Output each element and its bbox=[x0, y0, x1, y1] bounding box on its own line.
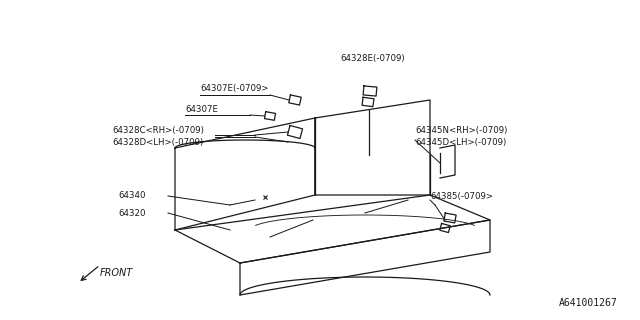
Text: 64307E: 64307E bbox=[185, 106, 218, 115]
Text: 64345D<LH>(-0709): 64345D<LH>(-0709) bbox=[415, 139, 506, 148]
Text: 64328D<LH>(-0709): 64328D<LH>(-0709) bbox=[112, 139, 204, 148]
Text: 64385(-0709>: 64385(-0709> bbox=[430, 191, 493, 201]
Text: A641001267: A641001267 bbox=[559, 298, 618, 308]
Text: 64328E(-0709): 64328E(-0709) bbox=[340, 53, 404, 62]
Text: 64307E(-0709>: 64307E(-0709> bbox=[200, 84, 269, 92]
Text: 64345N<RH>(-0709): 64345N<RH>(-0709) bbox=[415, 126, 508, 135]
Text: 64340: 64340 bbox=[118, 191, 145, 201]
Text: 64328C<RH>(-0709): 64328C<RH>(-0709) bbox=[112, 126, 204, 135]
Text: 64320: 64320 bbox=[118, 209, 145, 218]
Text: FRONT: FRONT bbox=[100, 268, 133, 278]
